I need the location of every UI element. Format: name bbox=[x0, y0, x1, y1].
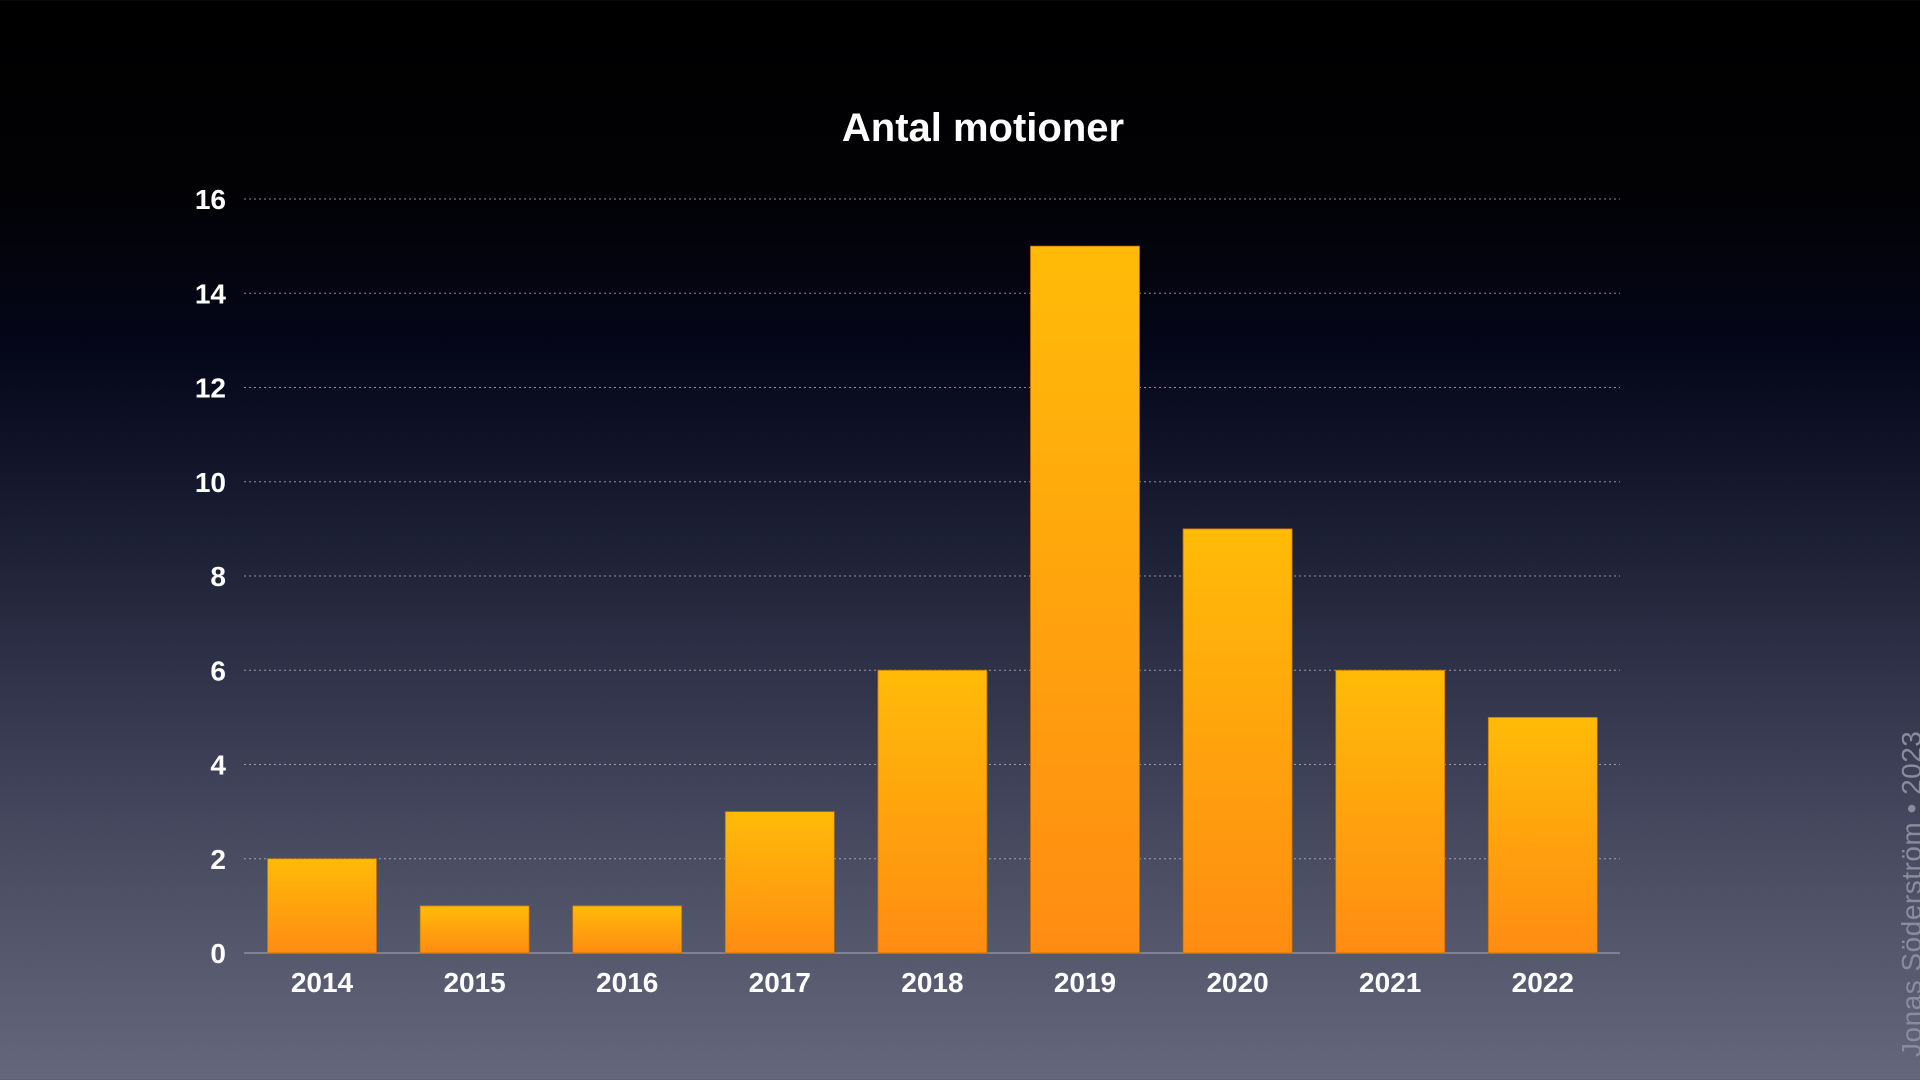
bar-2020 bbox=[1182, 528, 1293, 954]
x-tick-label: 2020 bbox=[1206, 967, 1268, 998]
y-tick-label: 14 bbox=[195, 278, 227, 309]
bar-2019 bbox=[1030, 245, 1140, 954]
y-tick-label: 2 bbox=[210, 844, 226, 875]
bar-2022 bbox=[1487, 716, 1598, 954]
y-tick-label: 0 bbox=[210, 938, 226, 969]
y-tick-label: 8 bbox=[210, 561, 226, 592]
bar-2018 bbox=[877, 669, 988, 954]
x-tick-label: 2017 bbox=[749, 967, 811, 998]
x-tick-label: 2016 bbox=[596, 967, 658, 998]
bar-2021 bbox=[1335, 669, 1446, 954]
y-tick-label: 6 bbox=[210, 655, 226, 686]
y-tick-label: 12 bbox=[195, 373, 226, 404]
x-tick-label: 2018 bbox=[901, 967, 963, 998]
bar-2014 bbox=[267, 858, 377, 954]
x-tick-label: 2015 bbox=[443, 967, 505, 998]
bar-2015 bbox=[419, 905, 530, 954]
x-tick-label: 2014 bbox=[291, 967, 354, 998]
bars-layer bbox=[267, 245, 1598, 954]
y-tick-label: 16 bbox=[195, 184, 226, 215]
y-tick-label: 4 bbox=[210, 750, 226, 781]
y-axis-ticks: 0 2 4 6 8 10 12 14 16 bbox=[195, 184, 227, 969]
chart-title: Antal motioner bbox=[842, 106, 1124, 150]
bar-2017 bbox=[724, 811, 835, 954]
x-tick-label: 2022 bbox=[1512, 967, 1574, 998]
y-tick-label: 10 bbox=[195, 467, 226, 498]
x-tick-label: 2019 bbox=[1054, 967, 1116, 998]
x-tick-label: 2021 bbox=[1359, 967, 1421, 998]
x-axis-ticks: 2014 2015 2016 2017 2018 2019 2020 2021 2022 bbox=[291, 967, 1574, 998]
author-credit: Jonas Söderström • 2023 bbox=[1896, 730, 1920, 1057]
bar-2016 bbox=[572, 905, 683, 954]
